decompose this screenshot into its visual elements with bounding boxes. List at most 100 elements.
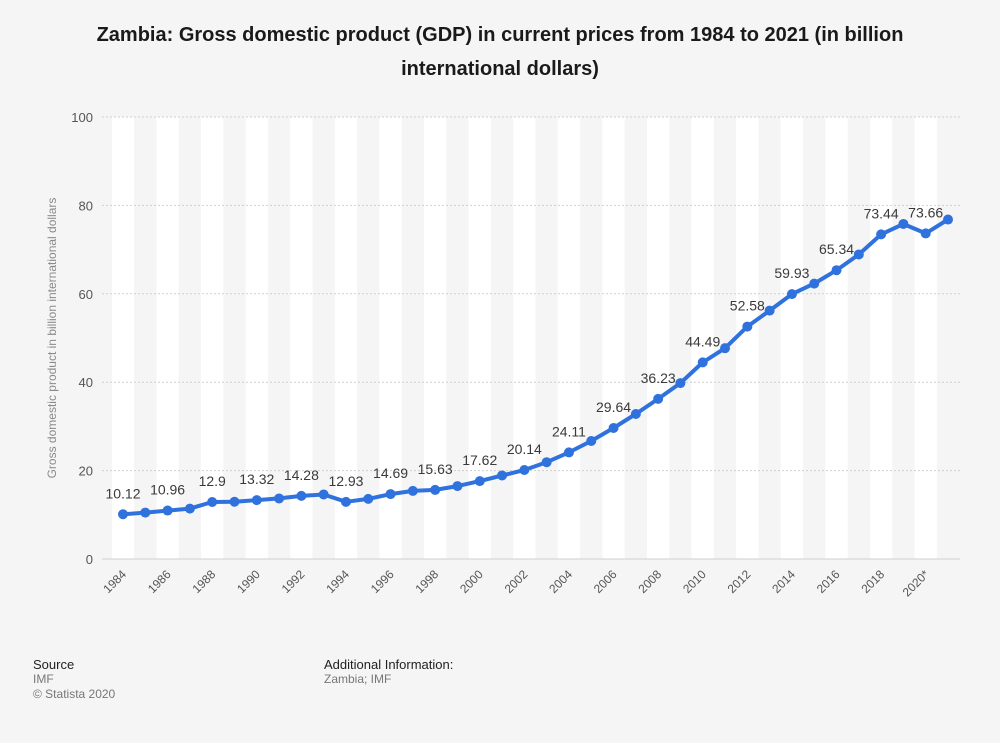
background-band: [825, 117, 848, 559]
data-point[interactable]: [742, 321, 753, 332]
data-points: [118, 214, 953, 520]
background-band: [602, 117, 625, 559]
y-axis-title: Gross domestic product in billion intern…: [45, 198, 59, 479]
background-band: [379, 117, 402, 559]
data-point[interactable]: [630, 409, 641, 420]
source-value[interactable]: IMF: [33, 672, 54, 686]
data-label: 44.49: [685, 333, 720, 349]
data-label: 13.32: [239, 471, 274, 487]
x-tick-label: 2018: [858, 567, 887, 596]
x-tick-label: 2004: [546, 567, 575, 596]
y-tick-label: 20: [79, 464, 93, 479]
source-block: Source IMF © Statista 2020: [33, 657, 115, 702]
data-point[interactable]: [162, 505, 173, 516]
data-point[interactable]: [563, 447, 574, 458]
data-point[interactable]: [118, 509, 128, 520]
background-bands: [111, 117, 937, 559]
data-point[interactable]: [541, 457, 552, 468]
data-point[interactable]: [675, 378, 686, 389]
x-tick-label: 2014: [769, 567, 798, 596]
data-labels: 10.12 10.96 12.9 13.32 14.28 12.93 14.69 15.63 1…: [105, 204, 943, 501]
data-point[interactable]: [786, 289, 797, 300]
data-point[interactable]: [809, 278, 820, 289]
background-band: [201, 117, 224, 559]
background-band: [334, 117, 358, 559]
x-tick-label: 2012: [725, 567, 754, 596]
x-tick-label: 2008: [635, 567, 664, 596]
x-tick-label: 2016: [814, 567, 843, 596]
data-point[interactable]: [876, 229, 887, 240]
copyright: © Statista 2020: [33, 687, 116, 701]
data-point[interactable]: [943, 214, 953, 225]
data-point[interactable]: [697, 357, 708, 368]
data-label: 65.34: [819, 241, 854, 257]
background-band: [780, 117, 804, 559]
chart-title: Zambia: Gross domestic product (GDP) in …: [96, 24, 904, 80]
data-label: 29.64: [596, 399, 631, 415]
data-point[interactable]: [385, 489, 396, 500]
data-point[interactable]: [251, 495, 262, 506]
data-point[interactable]: [452, 481, 463, 492]
x-tick-label: 2002: [502, 567, 531, 596]
additional-info-value: Zambia; IMF: [324, 672, 392, 686]
data-point[interactable]: [497, 470, 508, 481]
background-band: [290, 117, 313, 559]
y-axis-ticks: 0 20 40 60 80 100: [71, 110, 93, 567]
data-point[interactable]: [207, 496, 218, 507]
data-point[interactable]: [653, 393, 664, 404]
data-point[interactable]: [898, 218, 909, 229]
data-point[interactable]: [407, 485, 418, 496]
x-tick-label: 1994: [323, 567, 352, 596]
y-tick-label: 100: [71, 110, 93, 125]
y-tick-label: 60: [79, 287, 93, 302]
background-band: [424, 117, 447, 559]
data-point[interactable]: [853, 249, 864, 260]
data-label: 36.23: [641, 370, 676, 386]
x-tick-label: 2020*: [900, 567, 932, 599]
y-tick-label: 0: [86, 552, 93, 567]
data-point[interactable]: [229, 496, 240, 507]
x-tick-label: 1988: [190, 567, 219, 596]
x-tick-label: 2000: [457, 567, 486, 596]
data-point[interactable]: [296, 490, 307, 501]
data-point[interactable]: [474, 476, 485, 487]
data-label: 73.66: [908, 204, 943, 220]
data-point[interactable]: [430, 484, 441, 495]
data-point[interactable]: [184, 503, 195, 514]
source-heading: Source: [33, 657, 75, 672]
additional-info-block: Additional Information: Zambia; IMF: [324, 657, 453, 687]
additional-info-heading: Additional Information:: [324, 657, 454, 672]
data-point[interactable]: [720, 343, 731, 354]
data-label: 24.11: [552, 423, 586, 439]
data-point[interactable]: [140, 507, 151, 518]
x-axis-ticks: 1984 1986 1988 1990 1992 1994 1996 1998 2000 2002…: [100, 567, 932, 599]
data-point[interactable]: [519, 464, 530, 475]
data-point[interactable]: [340, 496, 351, 507]
data-point[interactable]: [831, 265, 842, 276]
background-band: [914, 117, 937, 559]
x-tick-label: 1998: [413, 567, 442, 596]
data-label: 12.9: [199, 473, 226, 489]
data-label: 17.62: [462, 452, 497, 468]
background-band: [245, 117, 268, 559]
background-band: [736, 117, 759, 559]
background-band: [691, 117, 714, 559]
data-point[interactable]: [363, 493, 374, 504]
data-point[interactable]: [318, 489, 329, 500]
data-point[interactable]: [764, 305, 775, 316]
data-point[interactable]: [586, 435, 597, 446]
background-band: [111, 117, 135, 559]
background-band: [557, 117, 581, 559]
data-label: 14.69: [373, 465, 408, 481]
data-label: 12.93: [328, 473, 363, 489]
background-band: [156, 117, 179, 559]
x-tick-label: 1992: [279, 567, 308, 596]
x-tick-label: 1986: [145, 567, 174, 596]
data-label: 59.93: [774, 265, 809, 281]
data-point[interactable]: [274, 493, 285, 504]
x-tick-label: 1996: [368, 567, 397, 596]
data-point[interactable]: [920, 228, 931, 239]
data-point[interactable]: [608, 422, 619, 433]
background-band: [468, 117, 491, 559]
